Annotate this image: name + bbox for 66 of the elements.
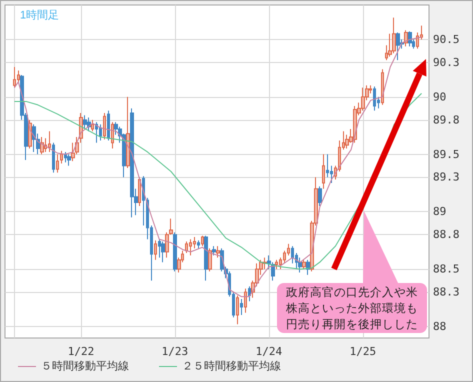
candlestick [158,238,161,258]
candlestick [107,110,110,141]
candlestick [52,142,55,174]
candlestick [161,241,165,263]
legend-label: ５時間移動平均線 [41,360,129,372]
candlestick [103,112,106,140]
candlestick [95,122,98,144]
chart-title: 1時間足 [20,8,60,22]
candlestick [67,154,71,166]
candlestick [204,235,208,282]
legend-label: ２５時間移動平均線 [182,360,281,372]
y-tick-label: 89.5 [433,148,460,161]
candlestick [408,30,412,47]
candlestick [154,240,157,260]
candlestick [381,68,384,106]
candlestick [361,87,365,112]
candlestick [216,246,220,258]
candlestick [302,259,306,270]
y-tick-label: 88.8 [433,228,460,242]
candlestick [48,130,51,152]
candlestick [189,238,192,256]
candlestick [138,176,141,206]
candlestick [322,154,325,190]
candlestick [318,186,322,206]
candlestick [236,295,239,325]
candlestick [83,114,87,130]
y-tick-label: 89.3 [433,170,460,184]
candlestick [99,124,102,141]
candlestick [32,124,36,152]
y-tick-label: 88.3 [433,286,460,299]
candlestick [244,288,247,314]
candlestick [91,119,94,132]
candlestick [240,298,243,316]
candlestick [201,235,204,247]
candlestick [56,154,59,174]
y-tick-label: 90.5 [433,32,460,46]
candlestick [64,151,67,163]
candlestick [111,122,114,150]
candlestick [291,246,294,264]
candlestick [396,32,400,61]
candlestick [298,257,302,274]
y-tick-label: 89 [433,205,446,218]
candlestick [60,150,63,164]
x-tick-label: 1/25 [350,345,376,358]
candlestick [212,246,216,256]
x-tick-label: 1/23 [162,345,188,358]
y-tick-label: 88 [433,320,446,334]
candlestick [130,108,134,218]
candlestick [185,241,188,254]
y-tick-label: 90 [433,90,446,104]
candlestick [404,30,408,47]
candlestick [173,232,177,272]
y-tick-label: 89.8 [433,113,460,126]
y-tick-label: 88.5 [433,262,460,276]
candlestick [126,96,130,169]
annotation: 政府高官の口先介入や米株高といった外部環境も円売り再開を後押しした [277,283,427,333]
y-tick-label: 90.3 [433,56,460,69]
candlestick [275,259,278,270]
candlestick [208,248,212,272]
x-tick-label: 1/22 [68,345,94,358]
candlestick [392,17,396,54]
candlestick [13,66,16,88]
x-tick-label: 1/24 [256,345,282,358]
candlestick [373,86,376,112]
candlestick [197,240,200,249]
candlestick [248,286,251,302]
